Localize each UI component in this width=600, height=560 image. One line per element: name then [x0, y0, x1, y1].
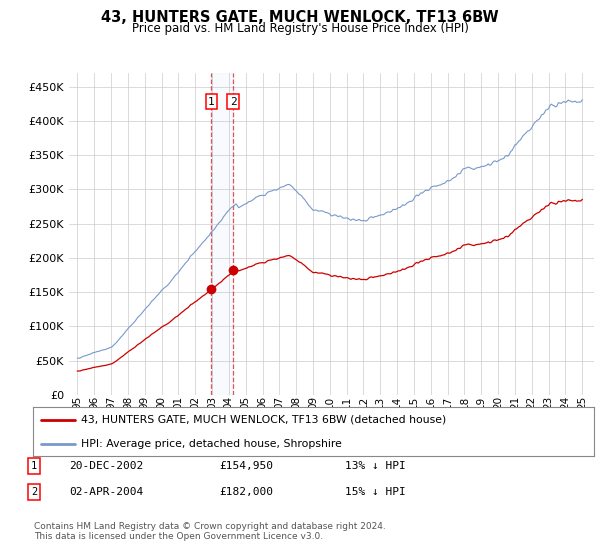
Text: £154,950: £154,950: [219, 461, 273, 471]
Text: 1: 1: [208, 96, 215, 106]
Text: 15% ↓ HPI: 15% ↓ HPI: [345, 487, 406, 497]
Text: HPI: Average price, detached house, Shropshire: HPI: Average price, detached house, Shro…: [80, 438, 341, 449]
Text: 43, HUNTERS GATE, MUCH WENLOCK, TF13 6BW: 43, HUNTERS GATE, MUCH WENLOCK, TF13 6BW: [101, 10, 499, 25]
Text: Contains HM Land Registry data © Crown copyright and database right 2024.
This d: Contains HM Land Registry data © Crown c…: [34, 522, 386, 542]
Text: 02-APR-2004: 02-APR-2004: [69, 487, 143, 497]
Text: 20-DEC-2002: 20-DEC-2002: [69, 461, 143, 471]
Text: 2: 2: [230, 96, 236, 106]
Text: 43, HUNTERS GATE, MUCH WENLOCK, TF13 6BW (detached house): 43, HUNTERS GATE, MUCH WENLOCK, TF13 6BW…: [80, 415, 446, 425]
Text: Price paid vs. HM Land Registry's House Price Index (HPI): Price paid vs. HM Land Registry's House …: [131, 22, 469, 35]
Text: 2: 2: [31, 487, 37, 497]
Text: £182,000: £182,000: [219, 487, 273, 497]
Text: 1: 1: [31, 461, 37, 471]
Text: 13% ↓ HPI: 13% ↓ HPI: [345, 461, 406, 471]
Bar: [211, 73, 233, 395]
